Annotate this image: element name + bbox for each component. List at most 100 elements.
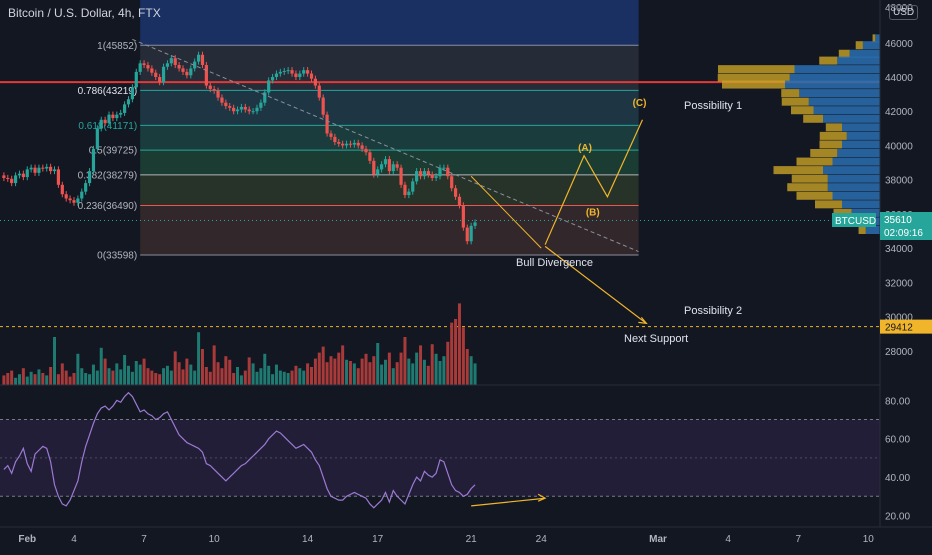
volume-bar xyxy=(177,362,181,385)
volume-bar xyxy=(220,368,224,385)
fib-band xyxy=(140,90,639,126)
volume-bar xyxy=(14,377,18,385)
volume-profile-bar xyxy=(819,140,842,149)
volume-bar xyxy=(465,349,469,385)
possibility-2-label: Possibility 2 xyxy=(684,305,742,317)
volume-profile-bar xyxy=(855,41,863,50)
volume-bar xyxy=(461,327,465,385)
candle xyxy=(309,73,314,79)
volume-profile-bar xyxy=(791,106,814,115)
volume-bar xyxy=(313,358,317,385)
rsi-divergence-line xyxy=(471,497,546,507)
candle xyxy=(302,70,306,74)
volume-bar xyxy=(53,337,57,385)
candle xyxy=(473,222,477,226)
volume-bar xyxy=(200,349,204,385)
volume-profile-bar xyxy=(785,80,880,89)
trend-line xyxy=(132,38,639,252)
volume-profile-bar xyxy=(808,97,880,106)
volume-bar xyxy=(10,370,14,385)
volume-bar xyxy=(119,369,123,385)
volume-bar xyxy=(84,373,88,385)
candle xyxy=(64,194,68,199)
candle xyxy=(52,169,57,172)
volume-bar xyxy=(387,352,391,385)
candle xyxy=(317,85,321,98)
volume-bar xyxy=(473,363,477,385)
volume-bar xyxy=(239,375,243,385)
volume-profile-bar xyxy=(796,191,833,200)
candle xyxy=(407,191,411,196)
volume-bar xyxy=(442,356,446,385)
volume-bar xyxy=(360,358,364,385)
volume-bar xyxy=(212,345,216,385)
time-tick-label: 10 xyxy=(863,534,875,545)
volume-bar xyxy=(243,370,247,385)
candle xyxy=(126,99,131,105)
volume-bar xyxy=(146,368,150,385)
candle xyxy=(154,72,158,77)
volume-profile-bar xyxy=(846,131,880,140)
volume-bar xyxy=(274,364,278,385)
candle xyxy=(333,136,337,143)
volume-bar xyxy=(422,359,426,385)
volume-profile-bar xyxy=(842,200,880,209)
wave-path xyxy=(544,119,644,245)
volume-bar xyxy=(189,364,193,385)
volume-bar xyxy=(372,356,376,385)
candle xyxy=(243,106,247,110)
volume-bar xyxy=(228,359,232,385)
candle xyxy=(130,87,134,100)
candle xyxy=(177,65,181,69)
candle xyxy=(251,111,255,113)
candle xyxy=(411,181,415,192)
wave-b-label: (B) xyxy=(586,207,600,218)
volume-bar xyxy=(251,363,255,385)
candle xyxy=(376,169,380,175)
volume-bar xyxy=(411,363,415,385)
volume-bar xyxy=(88,374,92,385)
volume-bar xyxy=(364,353,368,385)
candle xyxy=(142,63,146,66)
fib-level-label: 0.382(38279) xyxy=(78,170,138,181)
candle xyxy=(72,200,76,203)
currency-badge[interactable]: USD xyxy=(889,5,919,20)
volume-bar xyxy=(407,358,411,385)
volume-bar xyxy=(282,371,286,385)
candle xyxy=(313,78,317,86)
volume-bar xyxy=(352,363,356,385)
candle xyxy=(107,114,111,124)
volume-bar xyxy=(158,374,162,385)
volume-profile-bar xyxy=(722,80,785,89)
volume-bar xyxy=(321,346,325,385)
fib-level-label: 0.786(43219) xyxy=(78,86,138,97)
candle xyxy=(379,164,384,170)
volume-profile-bar xyxy=(823,166,880,175)
volume-bar xyxy=(216,362,220,385)
volume-bar xyxy=(134,361,138,385)
volume-bar xyxy=(430,344,434,385)
volume-bar xyxy=(150,370,154,385)
time-tick-label: 14 xyxy=(302,534,314,545)
candle xyxy=(41,167,45,169)
fib-top-band xyxy=(140,0,639,46)
price-tick-label: 48000 xyxy=(885,3,913,14)
rsi-divergence-arrowhead xyxy=(537,493,547,502)
volume-profile-bar xyxy=(787,183,828,192)
candle xyxy=(442,167,446,169)
volume-bar xyxy=(68,376,72,385)
volume-profile-bar xyxy=(865,226,880,234)
volume-profile-bar xyxy=(717,73,790,82)
volume-bar xyxy=(185,358,189,385)
volume-bar xyxy=(255,371,259,385)
fib-level-label: 0.5(39725) xyxy=(89,146,137,157)
time-tick-label: 7 xyxy=(141,534,147,545)
candle xyxy=(344,143,349,146)
volume-bar xyxy=(446,341,450,385)
volume-profile-bar xyxy=(837,56,880,65)
candle xyxy=(103,119,107,124)
volume-bar xyxy=(399,352,403,385)
volume-profile-bar xyxy=(773,166,823,175)
